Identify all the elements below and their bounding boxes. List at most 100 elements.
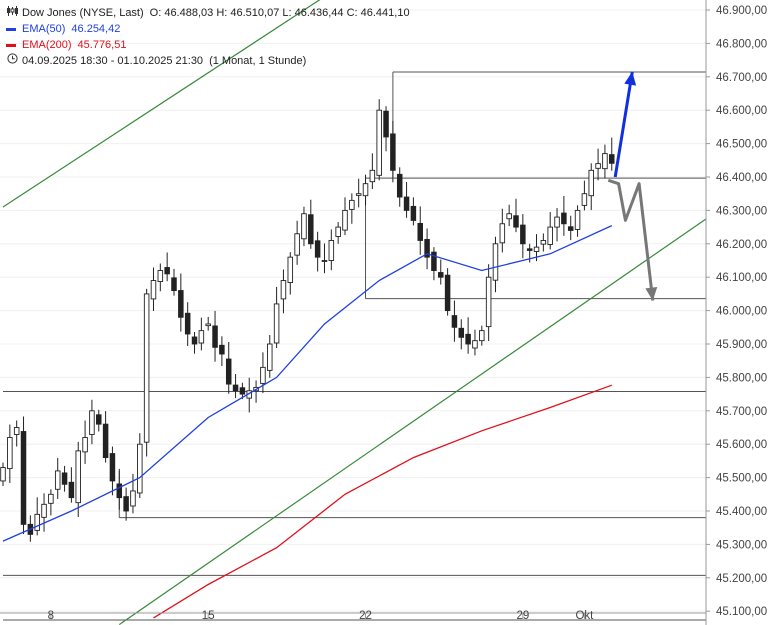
time-axis[interactable]: 8 15 22 29 Okt [0,610,706,622]
time-tick-label: 15 [202,610,215,622]
candle-body [349,199,355,210]
candle-body [205,323,211,327]
candle-body [198,330,205,344]
candle-body [321,260,328,262]
candle-body [143,293,150,443]
candle-body [82,437,88,453]
candle-body [472,340,478,349]
ema50-value: 46.254,42 [71,23,121,35]
candle-body [123,496,129,512]
candle-body [485,276,492,328]
candle-body [301,213,307,240]
candle-body [547,226,553,245]
candle-body [410,205,417,221]
price-tick-label: 46.500,00 [716,139,767,151]
candle-body [458,327,465,338]
time-tick-label: 8 [48,610,54,622]
candle-body [451,315,458,328]
price-tick-label: 45.800,00 [716,372,767,384]
chart-legend: Dow Jones (NYSE, Last) O: 46.488,03 H: 4… [6,5,410,69]
candle-body [567,226,574,231]
time-tick-label: Okt [575,610,594,622]
candle-body [328,240,335,261]
candle-body [157,270,164,282]
candle-body [355,193,362,196]
candle-body [280,280,287,300]
candle-body [595,163,601,169]
candle-body [130,490,136,507]
candle-body [96,414,102,425]
candle-body [219,344,225,355]
candle-body [369,169,376,183]
candle-body [335,226,341,237]
candle-body [465,333,471,345]
ema200-path [153,384,613,619]
ohlc-values: O: 46.488,03 H: 46.510,07 L: 46.436,44 C… [149,7,410,19]
price-tick-label: 45.300,00 [716,539,767,551]
candle-body [492,243,499,281]
date-range: 04.09.2025 18:30 - 01.10.2025 21:30 [22,55,204,67]
price-tick-label: 45.100,00 [716,606,767,618]
legend-ema200-row: EMA(200) 45.776,51 [6,37,410,53]
clock-icon [6,53,18,69]
candle-body [390,133,396,171]
candle-body [588,169,594,197]
legend-ema50-row: EMA(50) 46.254,42 [6,21,410,37]
candle-body [499,223,506,244]
candle-body [479,330,485,342]
candle-body [417,222,423,241]
period-text: (1 Monat, 1 Stunde) [209,55,307,67]
candle-body [0,467,6,482]
candle-body [396,173,403,198]
price-tick-label: 45.900,00 [716,339,767,351]
candlesticks [0,99,615,542]
ema200-value: 45.776,51 [77,39,127,51]
trend-channel-lines [2,0,729,625]
candle-body [171,277,177,292]
candle-body [212,325,218,348]
bullish-arrow-head [624,71,637,86]
candle-body [150,280,157,300]
price-tick-label: 45.600,00 [716,439,767,451]
candle-body [54,470,61,490]
candle-body [102,423,109,459]
candle-body [438,272,444,278]
candle-body [137,443,143,494]
ema200-line [153,384,613,619]
candle-body [75,450,81,504]
bearish-arrow-head [645,286,658,301]
candle-body [116,483,123,499]
price-tick-label: 46.800,00 [716,38,767,50]
ema200-label: EMA(200) [22,39,72,51]
price-tick-label: 46.600,00 [716,105,767,117]
ema200-swatch [6,43,16,47]
candle-body [267,343,273,371]
candle-body [431,251,437,271]
price-axis[interactable]: 46.900,00 46.800,00 46.700,00 46.600,00 46.5… [705,0,780,625]
candle-body [574,209,581,230]
price-tick-label: 46.700,00 [716,72,767,84]
candle-body [294,233,300,256]
instrument-name: Dow Jones (NYSE, Last) [22,7,144,19]
price-axis-background [706,0,780,625]
candle-body [383,110,389,138]
trendline [118,203,729,625]
candle-body [34,513,40,531]
candle-body [520,224,526,245]
candle-body [554,216,560,228]
candle-body [376,109,382,176]
candle-body [41,503,47,518]
time-tick-label: 22 [359,610,372,622]
candle-body [232,384,239,392]
candle-body [506,213,512,220]
candle-body [7,437,13,470]
candle-body [602,153,608,170]
candle-body [20,431,27,525]
legend-instrument-row: Dow Jones (NYSE, Last) O: 46.488,03 H: 4… [6,5,410,21]
candle-body [342,209,348,231]
candle-body [424,239,430,258]
candle-body [191,336,198,345]
candle-body [561,212,567,225]
candlestick-icon [6,5,18,21]
